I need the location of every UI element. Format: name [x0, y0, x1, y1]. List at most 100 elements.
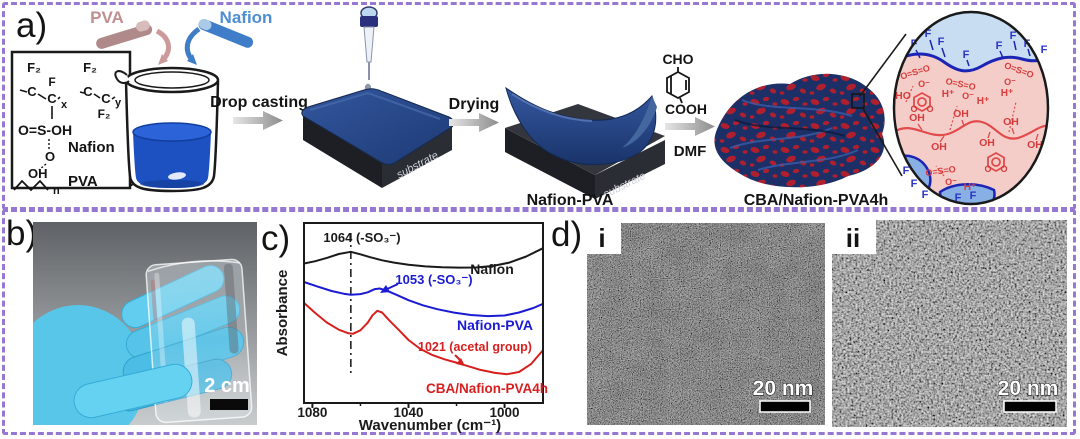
photo-scale-bar: [210, 399, 248, 410]
tem-ii-scale-bar: [1003, 400, 1057, 413]
pva-backbone: [13, 179, 49, 192]
svg-text:y: y: [115, 97, 122, 109]
panel-b-label: b): [6, 214, 38, 253]
hydroxyl-label: OH: [931, 141, 947, 153]
dmf-label: DMF: [674, 143, 707, 160]
svg-text:n: n: [53, 185, 60, 197]
fluorine-label: F: [996, 40, 1003, 52]
spectrum-1: [303, 281, 544, 318]
hydroxyl-label: OH: [1003, 116, 1019, 128]
h-bond-2: [38, 163, 47, 171]
inset-callout-lines: [859, 33, 907, 177]
tem-i-label: i: [598, 223, 605, 253]
annotation-1021-arrow: [454, 354, 465, 366]
panel-c-chart: 1080 1040 1000 1064 (-SO₃⁻) 1053 (-SO₃⁻) 1…: [274, 222, 548, 434]
bottom-row-frame: [2, 209, 1076, 435]
tem-ii-scale-text: 20 nm: [998, 377, 1059, 400]
tem-i-scale-bar: [759, 400, 811, 413]
film1-label: Nafion-PVA: [527, 192, 614, 209]
beaker: [114, 66, 220, 193]
series-label-cba: CBA/Nafion-PVA4h: [426, 381, 548, 396]
tem-i-label-box: [587, 223, 621, 254]
beaker-liquid: [133, 132, 211, 188]
curved-film: [505, 86, 657, 165]
svg-text:F₂: F₂: [27, 60, 41, 75]
film2-label: CBA/Nafion-PVA4h: [744, 192, 889, 209]
tem-ii-label-box: [832, 220, 876, 254]
pva-label: PVA: [90, 8, 124, 27]
svg-text:C: C: [101, 91, 111, 106]
spectrum-2: [303, 302, 544, 376]
svg-text:Nafion: Nafion: [68, 139, 115, 156]
series-label-nafion: Nafion: [470, 261, 514, 277]
mixing-arrows: [155, 26, 201, 65]
svg-text:F₂: F₂: [98, 107, 111, 121]
ho-label: HO: [895, 90, 911, 102]
structure-box: F₂ F₂ C F C x C C y F₂ O=S-OH O Nafion O…: [10, 50, 132, 197]
o-minus-label: O⁻: [1004, 77, 1016, 87]
fluorine-label: F: [955, 192, 962, 204]
nafion-label: Nafion: [220, 8, 273, 27]
oxygen-label: O: [1000, 164, 1007, 174]
y-axis-label: Absorbance: [274, 270, 291, 357]
o-minus-label: O⁻: [962, 91, 974, 101]
tick-label: 1080: [297, 405, 327, 420]
tem-image-ii: ii 20 nm: [832, 220, 1067, 427]
hydroxyl-label: OH: [953, 108, 969, 120]
proton-label: H⁺: [942, 89, 955, 100]
panel-c-label: c): [261, 219, 291, 258]
fluorine-label: F: [1041, 44, 1048, 56]
substrate-2: substrate: [505, 86, 665, 201]
h-bond-dots: [905, 85, 1017, 177]
hydroxyl-label: OH: [909, 112, 925, 124]
tem-ii-micrograph: [832, 220, 1067, 427]
tick-label: 1000: [490, 405, 520, 420]
oxygen-label: O: [910, 104, 917, 114]
fluorine-label: F: [922, 189, 929, 201]
svg-text:F: F: [48, 75, 55, 89]
plot-frame: [303, 222, 544, 404]
hydroxyl-label: OH: [979, 137, 995, 149]
fluorine-label: F: [970, 190, 977, 202]
drying-label: Drying: [449, 96, 500, 113]
structure-bonds: [19, 89, 116, 119]
fluorine-label: F: [963, 49, 970, 61]
o-minus-label: O⁻: [945, 177, 957, 187]
nafion-chain-top: [894, 50, 1048, 73]
series-label-nafion-pva: Nafion-PVA: [457, 317, 533, 333]
svg-text:F₂: F₂: [83, 60, 97, 75]
panel-a-label: a): [16, 6, 48, 45]
dropper-icon: [360, 6, 378, 104]
tick-label: 1040: [393, 405, 423, 420]
composite-membrane: [714, 73, 885, 188]
drying-arrow: [449, 113, 499, 132]
panel-a-scheme: PVA Nafion F₂ F₂ C F C x C C y F₂ O=S-OH: [10, 6, 1050, 209]
annotation-1053: 1053 (-SO₃⁻): [395, 272, 472, 287]
substrate-1: substrate: [301, 88, 455, 188]
beaker-spout: [114, 70, 130, 85]
f-stems: [915, 39, 1031, 67]
svg-text:C: C: [27, 84, 37, 99]
proton-label: H⁺: [1001, 88, 1014, 99]
panel-d-label: d): [551, 215, 583, 254]
zoom-marker: [851, 93, 865, 109]
annotation-1053-arrow: [380, 283, 399, 293]
annotation-1064: 1064 (-SO₃⁻): [323, 230, 400, 245]
nafion-stick: [198, 19, 254, 48]
cba-molecule: CHO COOH: [662, 51, 707, 117]
svg-text:C: C: [83, 84, 93, 99]
svg-text:C: C: [47, 91, 57, 106]
fluorine-label: F: [903, 165, 910, 177]
annotation-1021: 1021 (acetal group): [418, 340, 532, 354]
tem-image-i: i 20 nm: [587, 223, 825, 425]
o-minus-label: O⁻: [918, 79, 930, 89]
svg-text:OH: OH: [28, 166, 48, 181]
svg-text:PVA: PVA: [68, 173, 98, 190]
photo-scale-text: 2 cm: [204, 375, 250, 397]
oxygen-label: O: [926, 104, 933, 114]
svg-text:O=S-OH: O=S-OH: [18, 122, 72, 138]
fluorine-label: F: [925, 28, 932, 40]
fluorine-label: F: [938, 36, 945, 48]
proton-label: H⁺: [977, 96, 990, 107]
